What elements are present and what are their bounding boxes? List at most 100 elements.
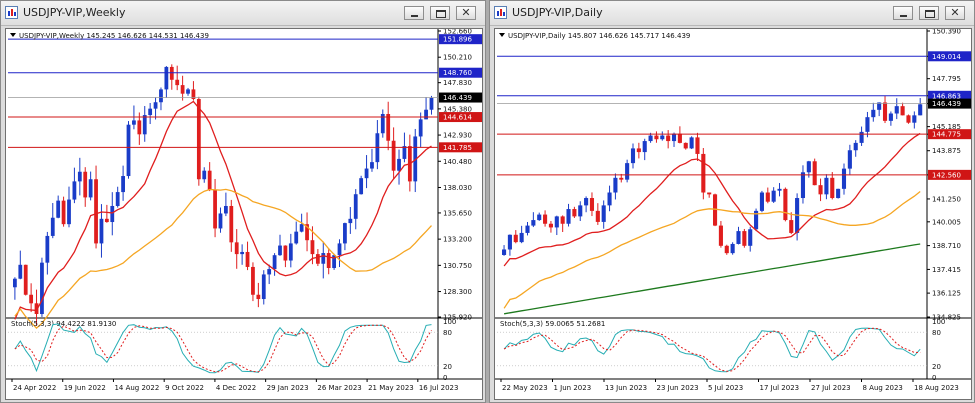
candle-body [625, 163, 630, 180]
level-tag-label: 144.614 [443, 114, 472, 122]
candle-body [894, 106, 899, 114]
candle-body [83, 171, 88, 198]
stoch-level-label: 0 [443, 374, 447, 382]
candle-body [589, 198, 595, 211]
candle-body [525, 225, 530, 233]
candle-body [397, 158, 401, 171]
price-pane [497, 31, 927, 317]
time-axis-label: 18 Aug 2023 [914, 384, 959, 392]
restore-button[interactable] [919, 6, 939, 20]
stoch-level-label: 20 [443, 363, 452, 371]
daily-title-bar[interactable]: USDJPY-VIP,Daily ✕ [490, 1, 974, 26]
candle-body [595, 210, 600, 222]
candle-body [689, 137, 694, 149]
time-axis-label: 8 Aug 2023 [863, 384, 903, 392]
level-tag [439, 142, 482, 153]
restore-icon [436, 10, 446, 18]
time-axis-label: 29 Jan 2023 [267, 384, 309, 392]
time-axis-label: 9 Oct 2022 [165, 384, 204, 392]
candle-body [630, 148, 636, 164]
price-axis-label: 143.875 [932, 147, 961, 155]
weekly-chart-svg[interactable]: 152.660 150.210 147.830 145.380 142.930 140.4… [6, 29, 482, 399]
candle-body [701, 153, 706, 193]
current-price-tag [439, 92, 482, 103]
weekly-title-bar[interactable]: USDJPY-VIP,Weekly ✕ [1, 1, 485, 26]
candle-body [648, 135, 653, 142]
candle-body [789, 220, 794, 233]
price-axis-label: 142.930 [443, 132, 472, 140]
ma-fast-line [14, 100, 432, 320]
candle-body [332, 255, 336, 269]
daily-chart-svg[interactable]: 150.390 149.014 147.795 146.863146.439 145.1… [495, 29, 971, 399]
candle-body [29, 294, 34, 304]
candle-body [142, 115, 147, 135]
time-axis-label: 24 Apr 2022 [13, 384, 56, 392]
candle-body [224, 205, 228, 214]
stoch-level-label: 100 [443, 318, 456, 326]
candle-body [683, 142, 688, 149]
price-axis-label: 140.480 [443, 158, 472, 166]
candle-body [234, 242, 239, 255]
close-icon: ✕ [950, 6, 960, 19]
candle-body [912, 115, 917, 123]
candle-body [759, 192, 764, 211]
close-button[interactable]: ✕ [456, 6, 476, 20]
candle-body [677, 133, 682, 143]
candle-body [299, 224, 304, 232]
daily-chart-area[interactable]: 150.390 149.014 147.795 146.863146.439 145.1… [494, 28, 972, 400]
stoch-main-line [503, 327, 921, 373]
candles-group [502, 95, 923, 256]
minimize-button[interactable] [893, 6, 913, 20]
level-tag [928, 90, 971, 101]
candle-body [800, 172, 806, 199]
candle-body [251, 266, 255, 295]
price-axis-label: 145.380 [443, 105, 472, 113]
candle-body [348, 218, 353, 224]
level-tag-label: 146.863 [932, 92, 961, 100]
candle-body [153, 102, 158, 109]
price-axis-label: 140.005 [932, 218, 961, 226]
candle-body [871, 109, 876, 118]
candle-body [240, 251, 245, 255]
candle-body [310, 240, 315, 255]
candle-body [877, 102, 882, 110]
time-axis-label: 26 Mar 2023 [317, 384, 361, 392]
candle-body [67, 199, 71, 225]
stoch-level-label: 100 [932, 318, 945, 326]
price-axis-label: 137.415 [932, 266, 961, 274]
candle-body [578, 205, 583, 217]
level-tag-label: 142.560 [932, 171, 961, 179]
level-tag [439, 34, 482, 45]
candle-body [418, 119, 423, 137]
candle-body [671, 133, 677, 142]
weekly-chart-window[interactable]: USDJPY-VIP,Weekly ✕ 152.660 150.210 147.83… [0, 0, 486, 403]
candle-body [256, 294, 261, 300]
candle-body [288, 243, 293, 261]
time-axis-label: 4 Dec 2022 [216, 384, 256, 392]
daily-chart-window[interactable]: USDJPY-VIP,Daily ✕ 150.390 149.014 147.795… [489, 0, 975, 403]
candle-body [853, 142, 858, 151]
price-axis-label: 150.210 [443, 54, 472, 62]
candle-body [584, 198, 589, 206]
close-button[interactable]: ✕ [945, 6, 965, 20]
candle-body [841, 168, 847, 189]
time-axis-label: 17 Jul 2023 [760, 384, 800, 392]
symbol-info: USDJPY-VIP,Daily 145.807 146.626 145.717… [508, 32, 690, 40]
candle-body [742, 231, 747, 246]
time-axis-label: 16 Jul 2023 [419, 384, 459, 392]
weekly-window-title: USDJPY-VIP,Weekly [23, 6, 126, 19]
restore-button[interactable] [430, 6, 450, 20]
candle-body [359, 178, 364, 195]
candle-body [137, 120, 142, 135]
candle-body [748, 229, 753, 246]
candle-body [61, 200, 66, 225]
ma-mid-line [503, 190, 921, 309]
price-axis-label: 138.030 [443, 184, 472, 192]
minimize-button[interactable] [404, 6, 424, 20]
candle-body [695, 137, 700, 154]
chart-window-icon [494, 6, 507, 19]
price-axis-label: 134.825 [932, 314, 961, 322]
candle-body [502, 249, 507, 255]
stoch-level-label: 0 [932, 374, 936, 382]
weekly-chart-area[interactable]: 152.660 150.210 147.830 145.380 142.930 140.4… [5, 28, 483, 400]
